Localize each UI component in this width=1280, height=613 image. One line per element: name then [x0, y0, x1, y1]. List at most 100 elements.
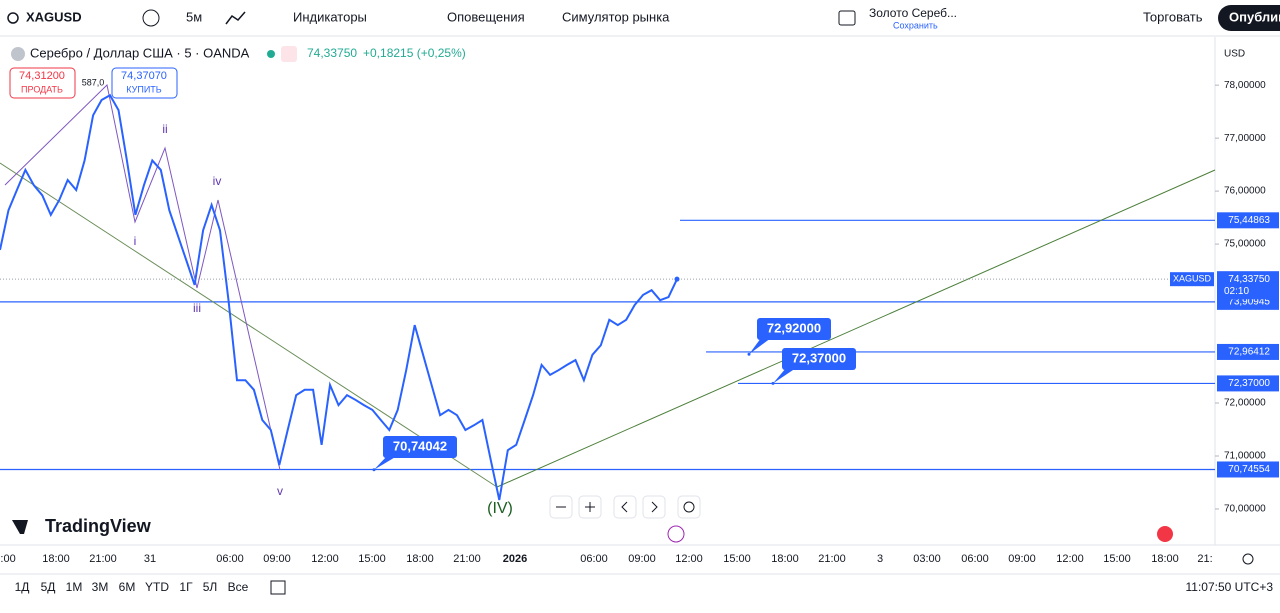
range-button[interactable]: 3М [92, 580, 109, 594]
sell-button[interactable] [9, 67, 76, 99]
indicators[interactable]: Индикаторы [293, 9, 367, 24]
range-button[interactable]: 5Л [203, 580, 218, 594]
range-button[interactable]: 1Д [15, 580, 30, 594]
y-tick-label: 77,00000 [1224, 133, 1266, 144]
buy-label[interactable]: КУПИТЬ [126, 84, 161, 94]
buy-price[interactable]: 74,37070 [121, 70, 167, 82]
sell-price[interactable]: 74,31200 [19, 70, 65, 82]
add-icon[interactable] [142, 9, 160, 27]
x-tick-label: 18:00 [42, 553, 70, 565]
callout-pointer [773, 368, 796, 384]
y-tick-label: 72,00000 [1224, 398, 1266, 409]
wave-label: (IV) [487, 500, 513, 517]
x-tick-label: 2026 [503, 553, 527, 565]
price-tag-label: 74,33750 [1228, 274, 1270, 285]
scroll-right[interactable] [642, 495, 666, 519]
x-tick-label: 12:00 [1056, 553, 1084, 565]
logo-mark [12, 520, 28, 534]
callout-box [782, 348, 856, 370]
x-tick-label: 6:00 [0, 553, 16, 565]
search-icon[interactable] [7, 12, 19, 24]
legend-last: 74,33750 [307, 46, 357, 60]
range-button[interactable]: 5Д [41, 580, 56, 594]
callout-label: 72,37000 [792, 350, 846, 365]
symbol-tag-label: XAGUSD [1173, 274, 1212, 284]
range-button[interactable]: 6М [119, 580, 136, 594]
event-icon[interactable] [667, 525, 685, 543]
x-tick-label: 09:00 [1008, 553, 1036, 565]
callout-anchor [372, 468, 376, 472]
chart-type-icon[interactable] [225, 11, 246, 25]
level-label: 73,90945 [1228, 297, 1270, 308]
interval[interactable]: 5м [186, 9, 202, 24]
publish-button[interactable] [1218, 5, 1280, 31]
x-tick-label: 03:00 [913, 553, 941, 565]
x-tick-label: 18:00 [406, 553, 434, 565]
zoom-in-icon [585, 502, 595, 512]
publish-label[interactable]: Опублик [1229, 9, 1280, 24]
wave-label: iv [213, 174, 222, 188]
flag-icon[interactable] [1157, 526, 1173, 542]
x-tick-label: 15:00 [1103, 553, 1131, 565]
layout-status: Сохранить [893, 20, 938, 30]
countdown: 02:10 [1224, 286, 1249, 297]
buy-button[interactable] [111, 67, 178, 99]
x-tick-label: 3 [877, 553, 883, 565]
x-tick-label: 15:00 [723, 553, 751, 565]
callout-anchor [771, 381, 775, 385]
callout-box [383, 436, 457, 458]
callout-pointer [374, 456, 397, 470]
price-tag [1217, 271, 1279, 300]
x-tick-label: 06:00 [580, 553, 608, 565]
x-tick-label: 21: [1197, 553, 1212, 565]
last-point [674, 276, 680, 282]
x-tick-label: 09:00 [263, 553, 291, 565]
replay[interactable]: Симулятор рынка [562, 9, 670, 24]
scroll-left-icon [621, 501, 628, 513]
callout-label: 72,92000 [767, 320, 821, 335]
symbol-logo [11, 47, 25, 61]
sell-label[interactable]: ПРОДАТЬ [21, 84, 63, 94]
x-tick-label: 21:00 [89, 553, 117, 565]
range-button[interactable]: 1М [66, 580, 83, 594]
alerts[interactable]: Оповещения [447, 9, 525, 24]
level-label: 72,96412 [1228, 347, 1270, 358]
range-button[interactable]: YTD [145, 580, 169, 594]
y-tick-label: 70,00000 [1224, 504, 1266, 515]
date-range-icon[interactable] [270, 580, 286, 595]
x-tick-label: 09:00 [628, 553, 656, 565]
layout-name[interactable]: Золото Сереб... [869, 6, 957, 20]
x-tick-label: 18:00 [1151, 553, 1179, 565]
settings-icon[interactable] [1242, 553, 1254, 565]
scroll-right-icon [651, 501, 658, 513]
range-button[interactable]: 1Г [179, 580, 193, 594]
x-tick-label: 21:00 [453, 553, 481, 565]
nav-buttons [549, 495, 701, 519]
price-line-series [0, 93, 678, 501]
reset[interactable] [677, 495, 701, 519]
wave-label: iii [193, 301, 201, 315]
level-label: 70,74554 [1228, 464, 1270, 475]
reset-icon [683, 501, 695, 513]
y-tick-label: 75,00000 [1224, 239, 1266, 250]
range-button[interactable]: Все [228, 580, 249, 594]
y-tick-label: 78,00000 [1224, 80, 1266, 91]
spread: 587,0 [82, 77, 105, 87]
scroll-left[interactable] [613, 495, 637, 519]
legend-change: +0,18215 (+0,25%) [363, 46, 466, 60]
y-tick-label: 71,00000 [1224, 451, 1266, 462]
level-label: 72,37000 [1228, 378, 1270, 389]
x-tick-label: 15:00 [358, 553, 386, 565]
symbol[interactable]: XAGUSD [26, 9, 82, 24]
x-tick-label: 12:00 [311, 553, 339, 565]
callout-box [757, 318, 831, 340]
level-tag [1217, 343, 1279, 360]
trade-button[interactable]: Торговать [1143, 9, 1203, 24]
layout-icon[interactable] [838, 10, 856, 26]
x-tick-label: 06:00 [961, 553, 989, 565]
x-tick-label: 18:00 [771, 553, 799, 565]
wave-label: i [134, 234, 137, 248]
y-tick-label: 76,00000 [1224, 186, 1266, 197]
